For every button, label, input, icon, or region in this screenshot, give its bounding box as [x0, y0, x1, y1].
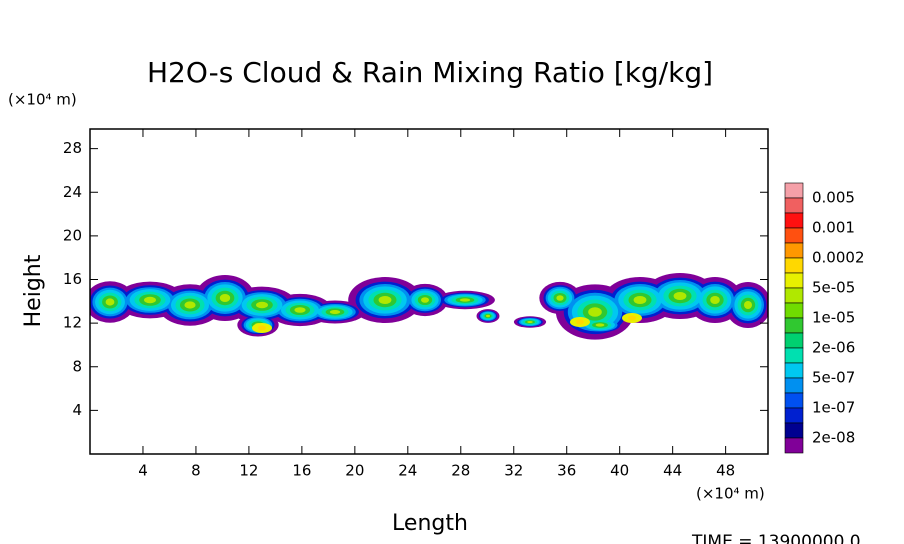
y-unit: (×10⁴ m) [8, 91, 77, 109]
colorbar-swatch [784, 392, 804, 409]
x-tick-label: 24 [398, 462, 417, 480]
cloud-blob [710, 296, 720, 304]
colorbar-swatch [784, 362, 804, 379]
colorbar-swatch [784, 197, 804, 214]
cloud-blob [556, 295, 564, 301]
cloud-blob [673, 292, 687, 300]
colorbar-swatch [784, 377, 804, 394]
colorbar-swatch [784, 317, 804, 334]
x-tick-label: 12 [239, 462, 258, 480]
cloud-blob [378, 296, 392, 304]
y-tick-label: 16 [63, 270, 82, 288]
cloud-core [628, 315, 636, 321]
cloud-blob [486, 314, 490, 318]
x-tick-label: 28 [451, 462, 470, 480]
cloud-field [90, 273, 768, 340]
colorbar-label: 1e-07 [812, 399, 855, 417]
colorbar-swatch [784, 347, 804, 364]
colorbar-label: 2e-06 [812, 339, 855, 357]
x-tick-label: 16 [292, 462, 311, 480]
x-tick-label: 4 [138, 462, 148, 480]
x-tick-label: 36 [557, 462, 576, 480]
colorbar-swatch [784, 242, 804, 259]
x-tick-label: 44 [663, 462, 682, 480]
colorbar-swatch [784, 422, 804, 439]
cloud-blob [144, 296, 156, 304]
cloud-blob [256, 301, 268, 309]
cloud-core [258, 325, 266, 331]
cloud-blob [219, 294, 231, 302]
colorbar-swatch [784, 407, 804, 424]
colorbar-swatch [784, 182, 804, 199]
cloud-blob [744, 301, 752, 309]
cloud-blob [184, 301, 196, 309]
colorbar-label: 1e-05 [812, 309, 855, 327]
colorbar-swatch [784, 212, 804, 229]
x-tick-label: 40 [610, 462, 629, 480]
cloud-blob [105, 298, 115, 306]
x-tick-label: 48 [716, 462, 735, 480]
colorbar-label: 0.001 [812, 219, 855, 237]
x-tick-label: 32 [504, 462, 523, 480]
footer: TIME = 13900000.0 [691, 532, 861, 544]
y-tick-label: 20 [63, 226, 82, 244]
x-unit: (×10⁴ m) [696, 485, 765, 503]
cloud-blob [459, 298, 471, 302]
x-axis-label: Length [392, 511, 468, 536]
colorbar-swatch [784, 257, 804, 274]
colorbar-swatch [784, 437, 804, 454]
y-tick-label: 28 [63, 139, 82, 157]
cloud-blob [633, 296, 647, 304]
colorbar-label: 5e-05 [812, 279, 855, 297]
y-tick-label: 4 [72, 401, 82, 419]
cloud-blob [588, 307, 602, 317]
x-tick-label: 8 [191, 462, 201, 480]
y-axis-label: Height [21, 254, 46, 327]
x-tick-label: 20 [345, 462, 364, 480]
colorbar-swatch [784, 332, 804, 349]
colorbar-swatch [784, 302, 804, 319]
y-tick-label: 12 [63, 314, 82, 332]
colorbar-swatch [784, 272, 804, 289]
cloud-blob [527, 321, 533, 323]
cloud-blob [595, 323, 605, 327]
colorbar-label: 0.005 [812, 189, 855, 207]
cloud-core [576, 319, 584, 325]
cloud-blob [294, 307, 306, 313]
colorbar-label: 2e-08 [812, 429, 855, 447]
y-tick-label: 8 [72, 357, 82, 375]
cloud-blob [329, 310, 341, 314]
chart-title: H2O-s Cloud & Rain Mixing Ratio [kg/kg] [147, 56, 713, 89]
colorbar-label: 0.0002 [812, 249, 865, 267]
colorbar-swatch [784, 287, 804, 304]
y-tick-label: 24 [63, 183, 82, 201]
colorbar-label: 5e-07 [812, 369, 855, 387]
colorbar-swatch [784, 227, 804, 244]
cloud-blob [421, 297, 429, 303]
plot-frame [89, 128, 769, 455]
